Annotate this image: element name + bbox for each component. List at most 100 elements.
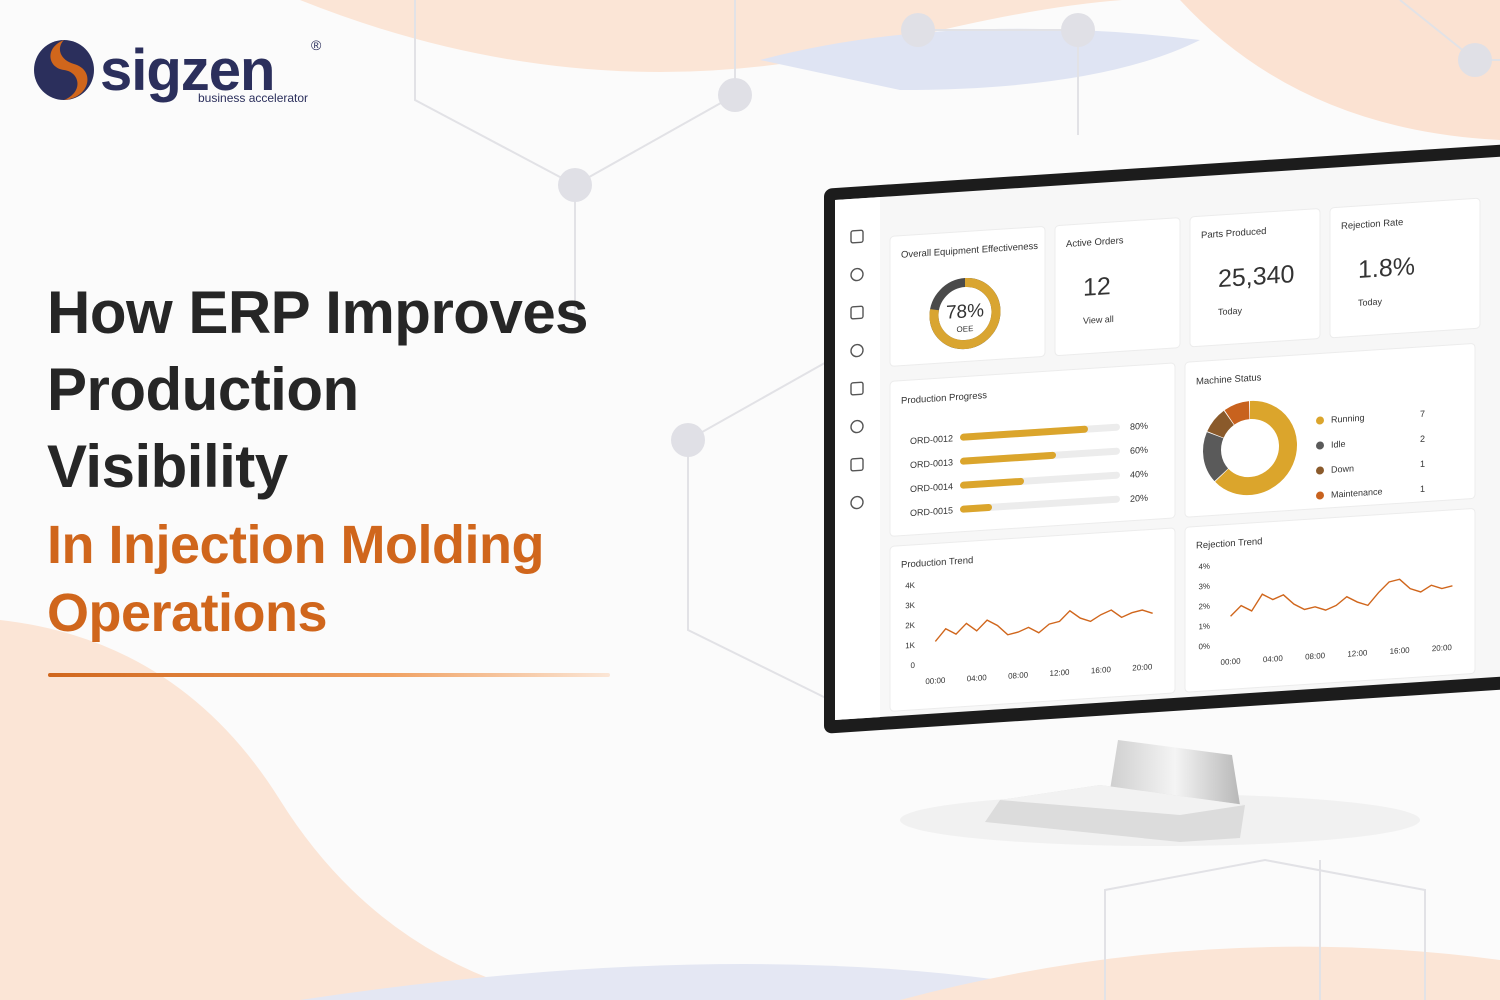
blob	[300, 964, 1000, 1000]
kpi-title: Active Orders	[1066, 235, 1124, 250]
x-tick-label: 12:00	[1050, 668, 1071, 678]
card	[889, 226, 1046, 367]
progress-bar	[960, 504, 992, 513]
progress-bar	[960, 451, 1056, 465]
sidebar-icon	[850, 381, 864, 396]
kpi-value: 12	[1083, 272, 1111, 302]
legend-name: Down	[1331, 463, 1354, 474]
x-tick-label: 08:00	[1305, 651, 1326, 661]
hex-line	[687, 359, 831, 441]
x-tick-label: 20:00	[1132, 662, 1153, 672]
headline-highlight: In Injection Molding	[47, 515, 544, 575]
sidebar-icon	[850, 267, 864, 282]
sidebar-icon	[850, 229, 864, 244]
legend-value: 2	[1420, 434, 1425, 444]
node	[671, 423, 705, 457]
y-tick-label: 0%	[1198, 642, 1210, 652]
sidebar-icon	[850, 495, 864, 510]
progress-bar	[960, 425, 1088, 441]
node	[1061, 13, 1095, 47]
card	[1184, 343, 1476, 518]
monitor: Overall Equipment Effectiveness78%OEEAct…	[824, 143, 1500, 734]
legend-dot	[1316, 466, 1324, 475]
kpi-title: Parts Produced	[1201, 226, 1266, 241]
y-tick-label: 3%	[1198, 582, 1210, 592]
node	[558, 168, 592, 202]
base-top	[1000, 785, 1245, 815]
headline-highlight: Operations	[47, 583, 327, 643]
legend-value: 7	[1420, 409, 1425, 419]
card	[1189, 208, 1321, 348]
monitor-stand	[900, 740, 1420, 846]
blob	[760, 28, 1200, 90]
x-tick-label: 16:00	[1091, 665, 1112, 675]
order-name: ORD-0012	[910, 433, 953, 446]
blob	[900, 946, 1500, 1000]
sidebar-icon	[850, 305, 864, 320]
x-tick-label: 04:00	[1263, 654, 1284, 664]
y-tick-label: 4%	[1198, 562, 1210, 572]
logo-tagline: business accelerator	[198, 91, 308, 105]
order-name: ORD-0013	[910, 457, 953, 470]
order-name: ORD-0015	[910, 505, 953, 518]
x-tick-label: 08:00	[1008, 670, 1029, 680]
card-title: Production Trend	[901, 555, 973, 571]
legend-dot	[1316, 491, 1324, 500]
order-percent: 20%	[1130, 493, 1148, 504]
hex-line	[1104, 858, 1426, 1000]
card-title: Machine Status	[1196, 372, 1262, 387]
headline: How ERP Improves Production Visibility In I…	[47, 279, 589, 643]
node	[901, 13, 935, 47]
x-tick-label: 16:00	[1390, 646, 1411, 656]
hex-line	[687, 440, 831, 701]
logo-name: sigzen	[100, 38, 275, 103]
x-tick-label: 12:00	[1347, 648, 1368, 658]
card	[1184, 508, 1476, 693]
legend-dot	[1316, 441, 1324, 450]
card	[889, 362, 1176, 537]
legend-dot	[1316, 416, 1324, 425]
oee-arc	[929, 278, 1001, 350]
status-segment	[1207, 410, 1235, 439]
kpi-value: 25,340	[1218, 260, 1294, 293]
order-percent: 80%	[1130, 421, 1148, 432]
headline-line: Visibility	[47, 433, 289, 500]
order-name: ORD-0014	[910, 481, 953, 494]
neck	[1110, 740, 1240, 805]
y-tick-label: 3K	[905, 601, 915, 611]
bar-track	[960, 495, 1120, 513]
order-percent: 40%	[1130, 469, 1148, 480]
kpi-caption: Today	[1358, 296, 1382, 308]
trend-line	[1230, 578, 1453, 617]
kpi-caption: OEE	[957, 324, 974, 334]
x-tick-label: 00:00	[1221, 657, 1242, 667]
legend-name: Maintenance	[1331, 486, 1382, 499]
card	[1054, 217, 1181, 356]
blob	[300, 0, 1200, 72]
logo-swirl	[50, 40, 88, 100]
y-tick-label: 0	[911, 661, 916, 670]
x-tick-label: 00:00	[925, 676, 946, 686]
nodes	[558, 13, 1492, 457]
y-tick-label: 1%	[1198, 622, 1210, 632]
legend-value: 1	[1420, 484, 1425, 494]
status-segment	[1215, 400, 1297, 496]
node	[1458, 43, 1492, 77]
progress-bar	[960, 477, 1024, 489]
order-percent: 60%	[1130, 445, 1148, 456]
kpi-title: Rejection Rate	[1341, 217, 1403, 232]
logo: sigzen ® business accelerator	[34, 37, 322, 105]
x-tick-label: 04:00	[967, 673, 988, 683]
sidebar-icon	[850, 419, 864, 434]
kpi-value: 78%	[946, 300, 984, 323]
legend-value: 1	[1420, 459, 1425, 469]
headline-line: Production	[47, 356, 359, 423]
kpi-caption: View all	[1083, 314, 1114, 326]
sidebar-icon	[850, 343, 864, 358]
underline	[48, 673, 610, 677]
y-tick-label: 2%	[1198, 602, 1210, 612]
sidebar-icon	[850, 457, 864, 472]
